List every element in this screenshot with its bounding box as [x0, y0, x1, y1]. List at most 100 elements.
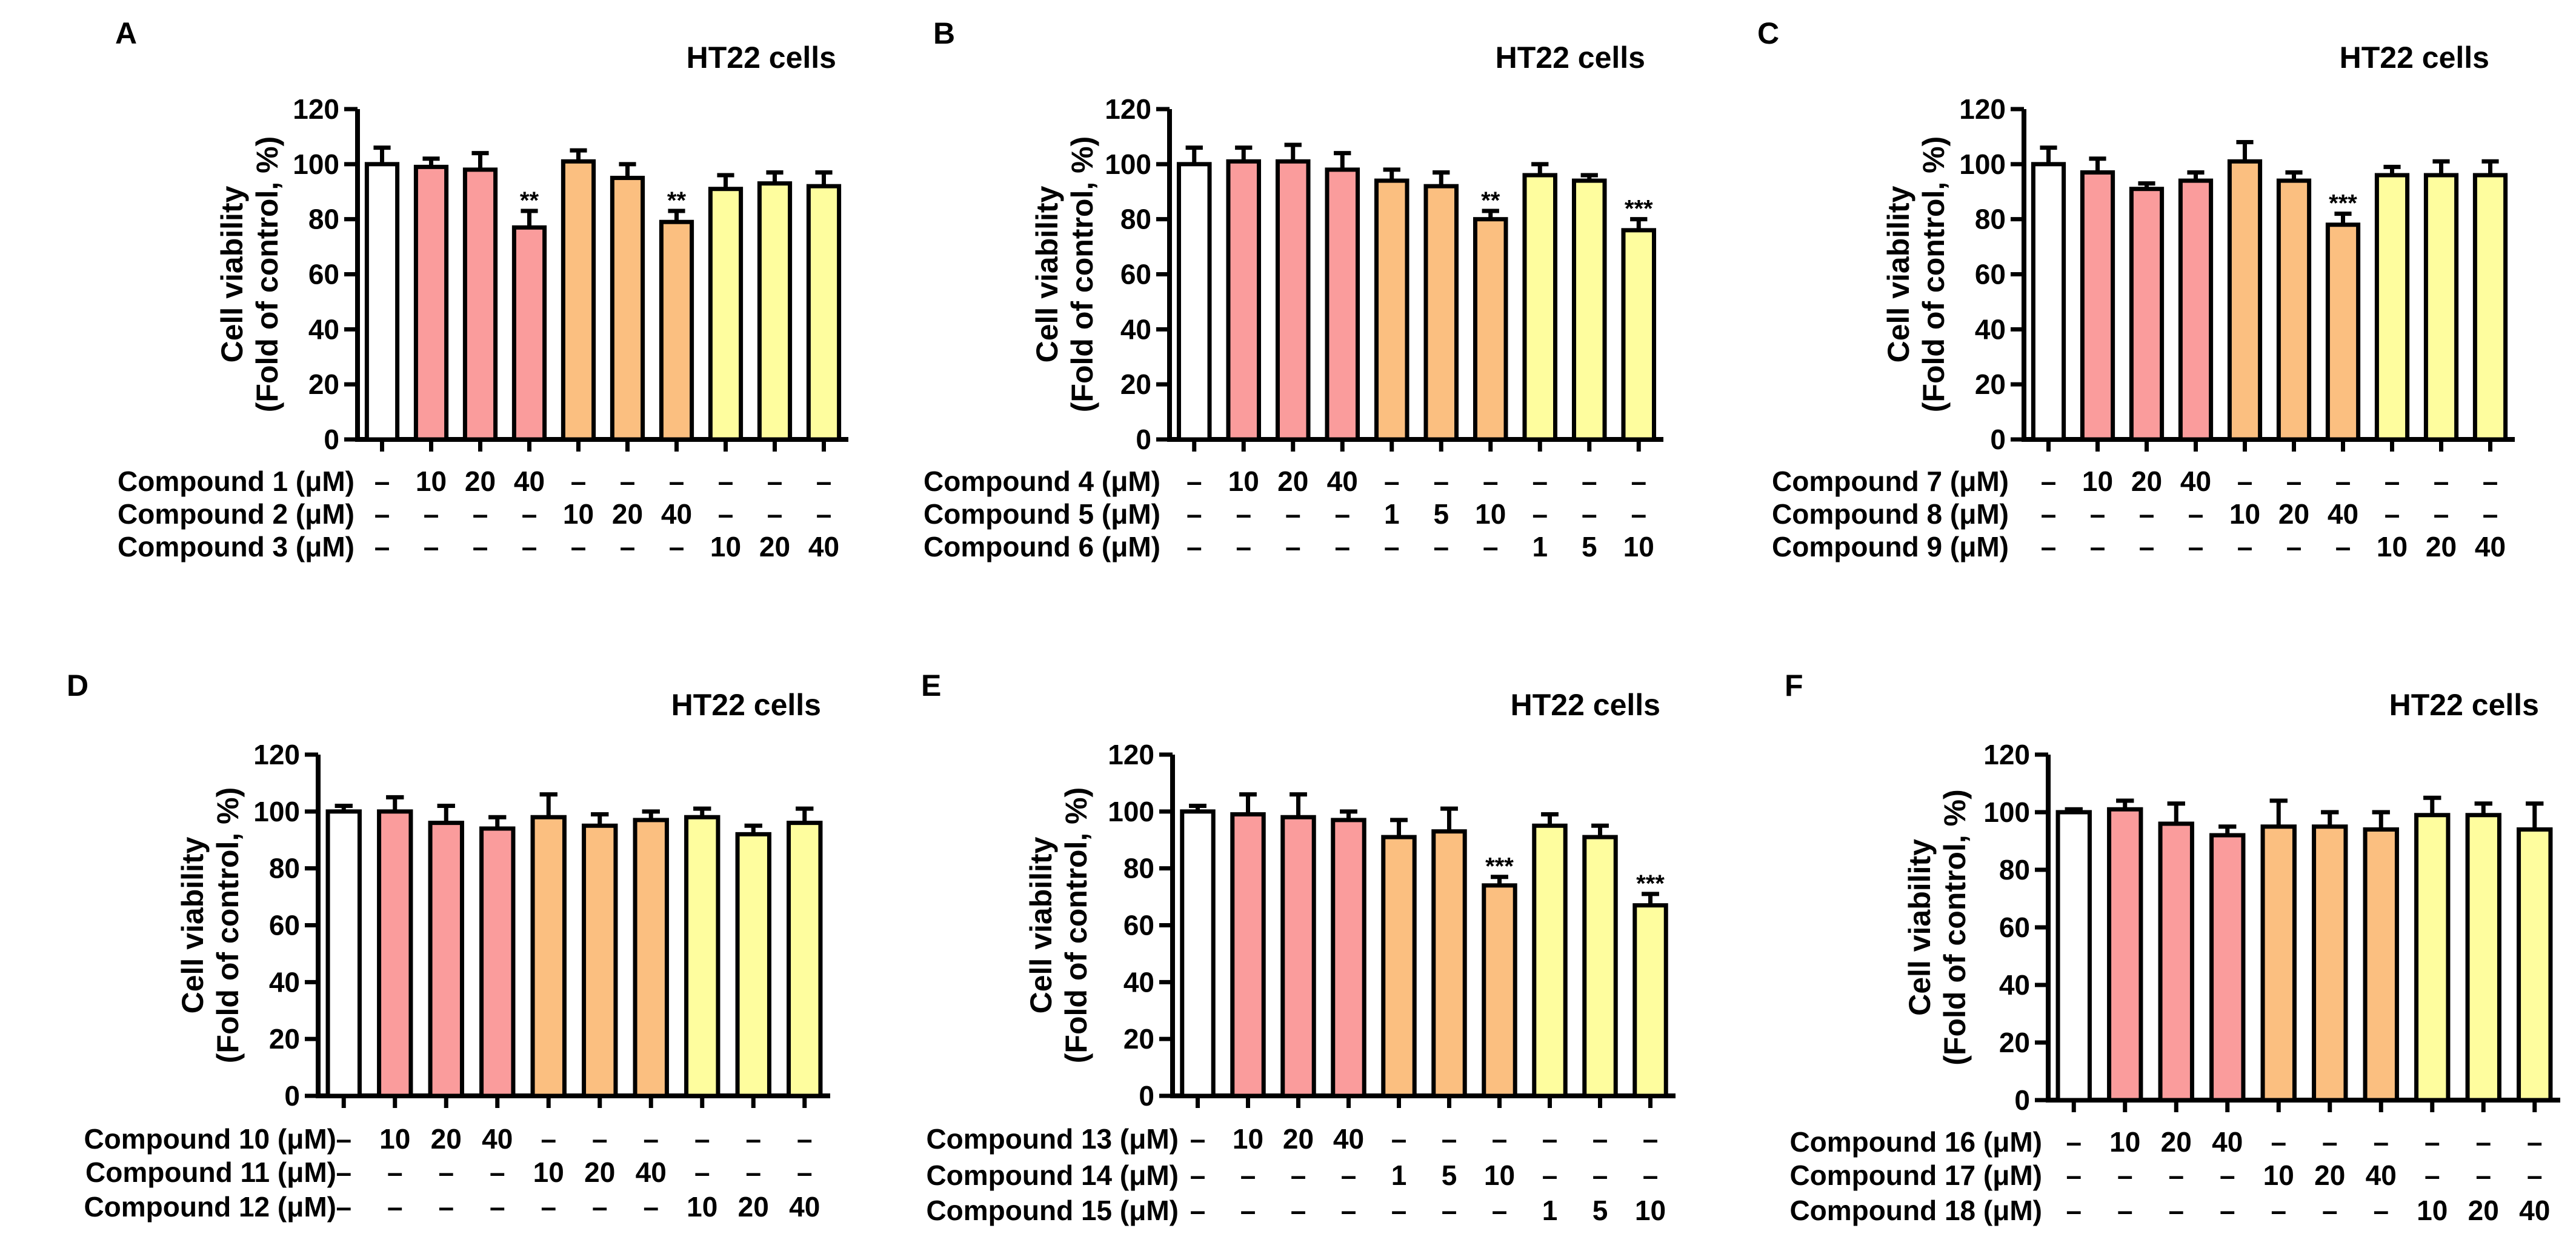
compound-row-label: Compound 13 (μM): [926, 1123, 1179, 1155]
y-axis-label-line1: Cell viability: [1882, 185, 1915, 362]
bar: [1325, 167, 1360, 442]
significance-label: ***: [1625, 196, 1653, 222]
dose-label: –: [374, 498, 390, 530]
dose-label: –: [2335, 465, 2351, 497]
panel-title: HT22 cells: [2389, 688, 2539, 722]
bar: [530, 815, 567, 1098]
y-tick-label: 60: [1120, 259, 1151, 290]
dose-label: –: [1334, 531, 1350, 562]
y-axis-label-line1: Cell viability: [1030, 185, 1064, 362]
dose-label: 20: [2161, 1126, 2192, 1158]
dose-label: –: [2475, 1126, 2491, 1158]
compound-row-label: Compound 9 (μM): [1772, 531, 2009, 562]
panel-title: HT22 cells: [1511, 688, 1660, 722]
dose-label: –: [1643, 1123, 1659, 1155]
dose-label: –: [592, 1123, 608, 1155]
bar: [1230, 812, 1266, 1098]
dose-label: 40: [789, 1191, 820, 1223]
dose-label: –: [2385, 465, 2400, 497]
dose-label: –: [2168, 1160, 2184, 1191]
significance-label: ***: [1485, 853, 1514, 880]
dose-label: –: [2483, 498, 2498, 530]
dose-label: –: [2188, 498, 2204, 530]
bar: [2472, 173, 2508, 442]
bar: [1331, 818, 1366, 1098]
y-tick-label: 40: [1975, 313, 2006, 345]
bar: [806, 184, 842, 442]
dose-label: –: [2434, 498, 2449, 530]
panel-letter: F: [1785, 669, 1803, 702]
dose-label: –: [1542, 1160, 1558, 1191]
bar: [1431, 829, 1467, 1098]
dose-label: 5: [1433, 498, 1449, 530]
dose-label: –: [2090, 498, 2106, 530]
y-tick-label: 0: [324, 424, 339, 455]
significance-label: **: [667, 187, 687, 214]
dose-label: –: [490, 1156, 505, 1188]
dose-label: –: [669, 531, 685, 562]
dose-label: 40: [2180, 465, 2211, 497]
y-tick-label: 60: [269, 910, 300, 941]
dose-label: –: [2373, 1126, 2389, 1158]
dose-label: 10: [687, 1191, 717, 1223]
compound-row-label: Compound 12 (μM): [84, 1191, 336, 1223]
y-tick-label: 80: [1123, 853, 1154, 884]
dose-label: 5: [1582, 531, 1597, 562]
dose-label: –: [1341, 1160, 1357, 1191]
y-tick-label: 120: [1959, 93, 2006, 125]
dose-label: 10: [379, 1123, 410, 1155]
bar: [1571, 178, 1607, 442]
dose-label: –: [438, 1156, 454, 1188]
y-tick-label: 20: [1120, 369, 1151, 400]
dose-label: –: [2220, 1195, 2235, 1226]
dose-label: –: [2335, 531, 2351, 562]
dose-label: 40: [661, 498, 692, 530]
dose-label: –: [424, 498, 439, 530]
y-axis-label-line1: Cell viability: [1903, 839, 1937, 1016]
bar: [610, 176, 645, 442]
compound-row-label: Compound 3 (μM): [118, 531, 354, 562]
chart-panel-a: A HT22 cells 0 20 40 60 80 100 120 Cell viability…: [115, 16, 848, 562]
dose-label: 40: [2212, 1126, 2243, 1158]
dose-label: –: [438, 1191, 454, 1223]
dose-label: –: [1631, 498, 1646, 530]
chart-panel-f: F HT22 cells 0 20 40 60 80 100 120 Cell viability…: [1785, 669, 2560, 1226]
dose-label: 10: [2109, 1126, 2140, 1158]
dose-label: –: [2483, 465, 2498, 497]
dose-label: –: [541, 1123, 556, 1155]
dose-label: –: [1236, 531, 1251, 562]
bar: [2374, 173, 2410, 442]
dose-label: –: [473, 498, 488, 530]
bar: [1374, 178, 1409, 442]
dose-label: 1: [1391, 1160, 1407, 1191]
y-tick-label: 0: [1990, 424, 2006, 455]
dose-label: –: [1190, 1160, 1206, 1191]
bar: [1226, 159, 1262, 442]
bar: [2107, 807, 2143, 1103]
dose-label: –: [1542, 1123, 1558, 1155]
y-tick-label: 100: [1959, 148, 2006, 180]
compound-row-label: Compound 5 (μM): [924, 498, 1160, 530]
dose-label: 20: [759, 531, 790, 562]
bar: [2465, 813, 2501, 1103]
panel-title: HT22 cells: [1496, 41, 1645, 75]
bar: [2080, 170, 2115, 442]
panel-title: HT22 cells: [2340, 41, 2489, 75]
y-axis-label-line2: (Fold of control, %): [1059, 787, 1093, 1063]
y-tick-label: 100: [1108, 796, 1154, 827]
bar: [1180, 809, 1216, 1098]
bar: [708, 187, 744, 442]
bar: [2227, 159, 2263, 442]
bar: [2312, 824, 2348, 1103]
dose-label: 10: [710, 531, 741, 562]
dose-label: –: [1492, 1195, 1508, 1226]
dose-label: –: [694, 1156, 710, 1188]
dose-label: –: [745, 1156, 761, 1188]
compound-row-label: Compound 2 (μM): [118, 498, 354, 530]
y-axis-label-line2: (Fold of control, %): [1938, 789, 1972, 1065]
panel-title: HT22 cells: [687, 41, 836, 75]
dose-label: 40: [2366, 1160, 2397, 1191]
dose-label: 40: [514, 465, 545, 497]
y-tick-label: 100: [253, 796, 300, 827]
